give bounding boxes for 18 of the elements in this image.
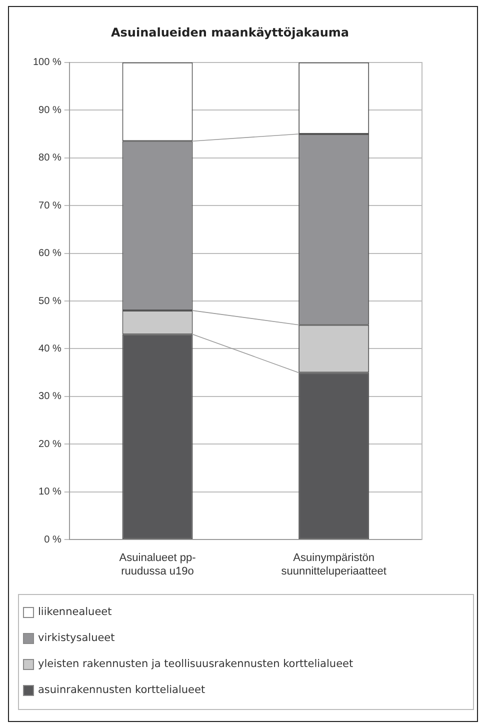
legend-label: virkistysalueet: [38, 632, 115, 644]
y-tick-label: 90 %: [38, 104, 62, 116]
x-tick-label: Asuinympäristön suunnitteluperiaatteet: [281, 552, 386, 578]
y-tick-label: 80 %: [38, 152, 62, 164]
y-tick-label: 30 %: [38, 391, 62, 402]
y-tick-label: 0 %: [44, 534, 62, 546]
y-tick-label: 20 %: [38, 438, 62, 450]
legend-label: asuinrakennusten korttelialueet: [38, 684, 206, 696]
y-tick-label: 50 %: [38, 296, 62, 307]
y-tick-label: 60 %: [38, 248, 62, 260]
y-tick-label: 40 %: [38, 343, 62, 354]
y-tick-label: 10 %: [38, 486, 62, 498]
x-tick-label: Asuinalueet pp-ruudussa u19o: [119, 552, 196, 578]
legend-label: liikennealueet: [38, 606, 112, 618]
legend-label: yleisten rakennusten ja teollisuusrakennusten korttelialueet: [38, 658, 354, 670]
y-tick-label: 100 %: [32, 57, 62, 68]
y-tick-label: 70 %: [38, 200, 62, 212]
chart-title: Asuinalueiden maankäyttöjakauma: [110, 25, 350, 40]
